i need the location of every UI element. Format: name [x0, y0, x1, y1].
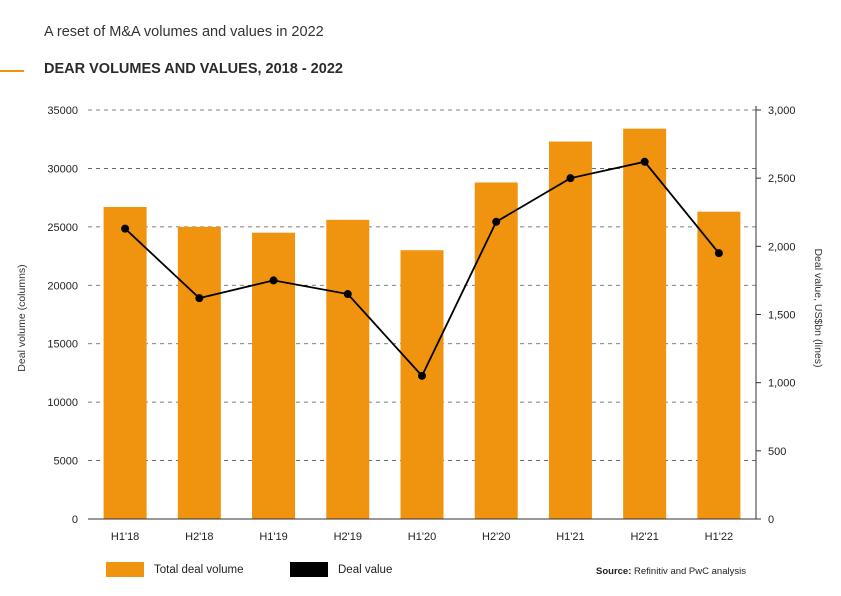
bar	[697, 211, 741, 519]
y-axis-right-tick-label: 0	[768, 514, 774, 526]
bar	[548, 141, 592, 519]
y-axis-left-tick-label: 0	[72, 514, 78, 526]
line-point	[269, 276, 278, 285]
axes	[88, 106, 761, 520]
y-axis-right-tick-label: 1,000	[768, 378, 796, 390]
title-accent-line	[0, 70, 24, 72]
chart-subtitle: A reset of M&A volumes and values in 202…	[44, 24, 324, 40]
y-axis-left-tick-label: 5000	[54, 456, 78, 468]
legend-item-volume: Total deal volume	[106, 562, 244, 577]
y-axis-left-tick-label: 15000	[47, 339, 78, 351]
y-axis-right-tick-label: 2,000	[768, 241, 796, 253]
legend-label-volume: Total deal volume	[154, 563, 244, 576]
x-axis-tick-label: H1'21	[556, 531, 584, 543]
bar-series	[103, 128, 741, 520]
source-note: Source: Refinitiv and PwC analysis	[596, 566, 746, 577]
chart-title: DEAR VOLUMES AND VALUES, 2018 - 2022	[44, 61, 343, 77]
bar	[103, 206, 147, 519]
line-point	[121, 224, 130, 233]
x-axis-ticks: H1'18 H2'18 H1'19 H2'19 H1'20 H2'20 H1'21 H2'21…	[111, 531, 733, 543]
bar	[474, 182, 518, 520]
x-axis-tick-label: H2'19	[334, 531, 362, 543]
y-axis-right-tick-label: 1,500	[768, 310, 796, 322]
source-text: Refinitiv and PwC analysis	[631, 566, 746, 577]
y-axis-left-tick-label: 30000	[47, 163, 78, 175]
y-axis-right-tick-label: 3,000	[768, 105, 796, 117]
x-axis-tick-label: H2'20	[482, 531, 510, 543]
bar	[623, 128, 667, 519]
x-axis-tick-label: H1'20	[408, 531, 436, 543]
line-point	[714, 249, 723, 258]
legend-swatch-value	[290, 562, 328, 577]
y-axis-right-ticks: 0 500 1,000 1,500 2,000 2,500 3,000	[768, 105, 796, 526]
line-point	[566, 174, 575, 183]
line-point	[492, 217, 501, 226]
bar	[326, 219, 370, 520]
bar	[252, 232, 296, 519]
x-axis-tick-label: H2'21	[630, 531, 658, 543]
legend-item-value: Deal value	[290, 562, 392, 577]
line-point	[195, 294, 204, 303]
y-axis-left-ticks: 0 5000 10000 15000 20000 25000 30000 35000	[47, 105, 78, 526]
legend-swatch-volume	[106, 562, 144, 577]
x-axis-tick-label: H1'19	[259, 531, 287, 543]
y-axis-right-tick-label: 2,500	[768, 173, 796, 185]
y-axis-left-tick-label: 20000	[47, 280, 78, 292]
y-axis-left-tick-label: 35000	[47, 105, 78, 117]
line-series	[121, 157, 723, 380]
line-point	[418, 371, 426, 380]
bar	[177, 226, 221, 519]
y-axis-left-tick-label: 25000	[47, 222, 78, 234]
x-axis-tick-label: H2'18	[185, 531, 213, 543]
x-axis-tick-label: H1'18	[111, 531, 139, 543]
line-point	[343, 290, 352, 299]
y-axis-right-tick-label: 500	[768, 446, 786, 458]
y-axis-left-tick-label: 10000	[47, 397, 78, 409]
source-label: Source:	[596, 566, 632, 577]
legend-label-value: Deal value	[338, 563, 393, 576]
x-axis-tick-label: H1'22	[705, 531, 733, 543]
bar	[400, 250, 444, 519]
line-point	[640, 157, 649, 166]
